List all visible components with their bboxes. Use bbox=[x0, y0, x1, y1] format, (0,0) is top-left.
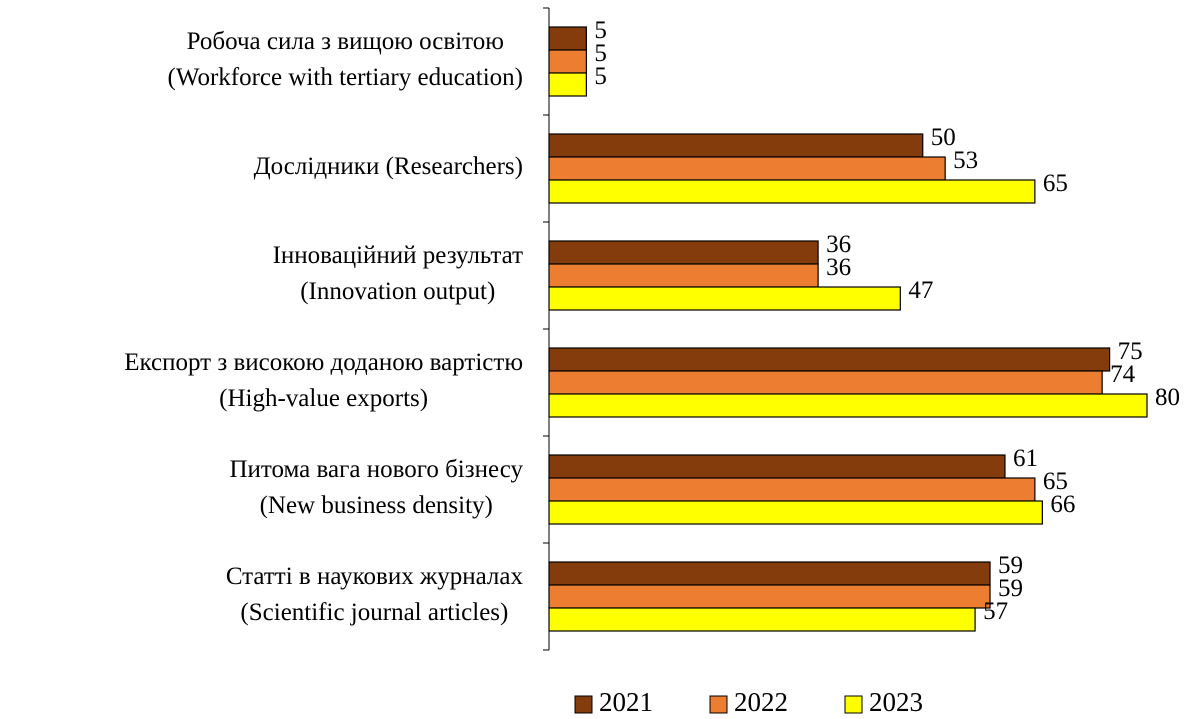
value-label: 5 bbox=[594, 63, 607, 90]
value-label: 59 bbox=[998, 552, 1023, 579]
value-label: 53 bbox=[953, 147, 978, 174]
category-label: (High-value exports) bbox=[219, 385, 428, 412]
bar bbox=[548, 500, 1043, 525]
bar bbox=[548, 561, 991, 586]
bar bbox=[548, 133, 924, 158]
bar bbox=[548, 370, 1103, 395]
legend-label: 2023 bbox=[869, 687, 923, 717]
category-label: Інноваційний результат bbox=[273, 242, 524, 269]
category-label: (Workforce with tertiary education) bbox=[168, 64, 523, 91]
value-label: 75 bbox=[1118, 338, 1143, 365]
value-label: 59 bbox=[998, 575, 1023, 602]
category-label: (New business density) bbox=[260, 492, 493, 519]
category-label: (Scientific journal articles) bbox=[240, 599, 508, 626]
value-label: 50 bbox=[931, 124, 956, 151]
bar bbox=[548, 286, 901, 311]
legend-swatch bbox=[709, 695, 728, 714]
value-label: 36 bbox=[826, 254, 851, 281]
bar bbox=[548, 72, 587, 97]
value-label: 5 bbox=[594, 40, 607, 67]
value-label: 61 bbox=[1013, 445, 1038, 472]
category-label: Експорт з високою доданою вартістю bbox=[124, 349, 523, 376]
category-label: Статті в наукових журналах bbox=[226, 563, 524, 590]
bar bbox=[548, 26, 587, 51]
legend-label: 2022 bbox=[734, 687, 788, 717]
bar bbox=[548, 584, 991, 609]
value-label: 5 bbox=[594, 17, 607, 44]
legend-swatch bbox=[574, 695, 593, 714]
bar bbox=[548, 347, 1111, 372]
bar bbox=[548, 263, 819, 288]
bar bbox=[548, 49, 587, 74]
category-label: (Innovation output) bbox=[300, 278, 495, 305]
category-label: Дослідники (Researchers) bbox=[254, 153, 523, 180]
bar bbox=[548, 156, 946, 181]
legend-swatch bbox=[844, 695, 863, 714]
category-label: Робоча сила з вищою освітою bbox=[187, 28, 504, 55]
bar bbox=[548, 240, 819, 265]
value-label: 36 bbox=[826, 231, 851, 258]
value-label: 47 bbox=[908, 277, 933, 304]
bar bbox=[548, 607, 976, 632]
bar bbox=[548, 179, 1036, 204]
value-label: 65 bbox=[1043, 468, 1068, 495]
value-label: 80 bbox=[1155, 384, 1180, 411]
category-label: Питома вага нового бізнесу bbox=[229, 456, 523, 483]
bar bbox=[548, 393, 1148, 418]
value-label: 74 bbox=[1110, 361, 1136, 388]
value-label: 65 bbox=[1043, 170, 1068, 197]
bar bbox=[548, 477, 1036, 502]
legend-label: 2021 bbox=[599, 687, 653, 717]
value-label: 57 bbox=[983, 598, 1008, 625]
value-label: 66 bbox=[1050, 491, 1075, 518]
bar bbox=[548, 454, 1006, 479]
